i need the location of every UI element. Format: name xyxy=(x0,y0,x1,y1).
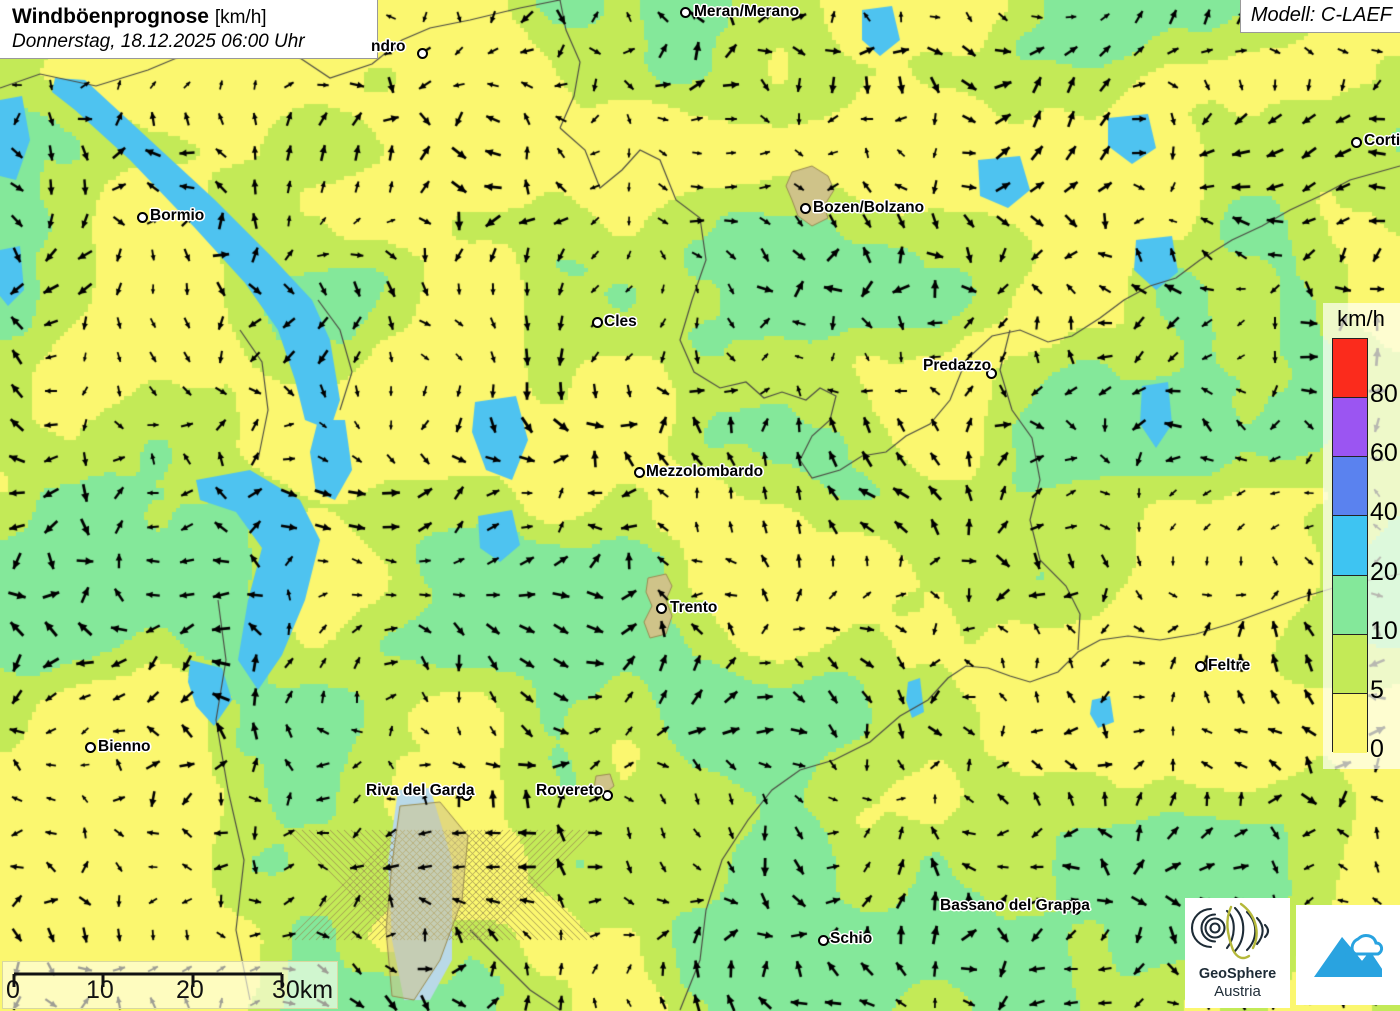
scale-bar-labels: 0 10 20 30km xyxy=(0,976,340,1008)
legend-band xyxy=(1333,398,1367,458)
city-label: Bormio xyxy=(150,207,205,224)
city-marker[interactable] xyxy=(1351,137,1362,148)
scale-tick-label: 20 xyxy=(176,976,204,1004)
city-marker[interactable] xyxy=(818,935,829,946)
model-box: Modell: C-LAEF xyxy=(1239,0,1400,33)
city-label: Meran/Merano xyxy=(694,3,800,20)
forecast-datetime: Donnerstag, 18.12.2025 06:00 Uhr xyxy=(12,31,305,52)
city-marker[interactable] xyxy=(137,212,148,223)
legend-tick-label: 60 xyxy=(1370,439,1398,468)
city-label: Feltre xyxy=(1208,657,1251,674)
geosphere-logo[interactable]: GeoSphere Austria xyxy=(1185,898,1290,1008)
city-marker[interactable] xyxy=(1070,904,1081,915)
geosphere-country: Austria xyxy=(1214,983,1261,1000)
title-box: Windböenprognose [km/h] Donnerstag, 18.1… xyxy=(0,0,378,59)
city-label: Bassano del Grappa xyxy=(940,897,1090,914)
geosphere-mark-icon xyxy=(1191,902,1270,960)
city-label: ndro xyxy=(371,38,406,55)
legend-color-bar[interactable] xyxy=(1332,338,1368,753)
city-marker[interactable] xyxy=(634,467,645,478)
legend-tick-label: 40 xyxy=(1370,498,1398,527)
scale-tick-label: 0 xyxy=(6,976,20,1004)
geosphere-name: GeoSphere xyxy=(1198,966,1277,982)
city-marker[interactable] xyxy=(85,742,96,753)
city-marker[interactable] xyxy=(656,603,667,614)
scale-tick-label: 10 xyxy=(86,976,114,1004)
city-marker[interactable] xyxy=(680,7,691,18)
city-label: Predazzo xyxy=(923,357,992,374)
legend-band xyxy=(1333,575,1367,635)
model-label: Modell: C-LAEF xyxy=(1250,4,1392,26)
legend-tick-label: 80 xyxy=(1370,380,1398,409)
city-marker[interactable] xyxy=(417,48,428,59)
city-marker[interactable] xyxy=(986,368,997,379)
title-text: Windböenprognose xyxy=(12,5,209,28)
city-label: Bienno xyxy=(98,738,151,755)
city-marker[interactable] xyxy=(1195,661,1206,672)
legend-tick-label: 5 xyxy=(1370,675,1384,704)
city-label: Cortina xyxy=(1364,132,1400,149)
city-label: Mezzolombardo xyxy=(646,463,764,480)
city-marker[interactable] xyxy=(461,790,472,801)
legend-tick-label: 20 xyxy=(1370,557,1398,586)
city-marker[interactable] xyxy=(602,790,613,801)
city-label: Riva del Garda xyxy=(366,782,475,799)
secondary-logo[interactable] xyxy=(1296,905,1400,1005)
scale-bar-graphic xyxy=(12,972,284,987)
city-marker[interactable] xyxy=(800,203,811,214)
legend-band xyxy=(1333,634,1367,694)
title-unit: [km/h] xyxy=(214,7,267,28)
city-label: Cles xyxy=(604,313,637,330)
legend-band xyxy=(1333,516,1367,576)
city-label: Trento xyxy=(670,599,718,616)
mountain-cloud-icon xyxy=(1314,934,1384,977)
legend-unit-label: km/h xyxy=(1337,306,1385,331)
city-marker[interactable] xyxy=(592,317,603,328)
page-title: Windböenprognose [km/h] xyxy=(12,4,367,30)
legend-band xyxy=(1333,693,1367,753)
city-label: Rovereto xyxy=(536,782,604,799)
city-label: Schio xyxy=(830,930,873,947)
scale-tick-label: 30km xyxy=(272,976,334,1004)
legend-tick-label: 10 xyxy=(1370,616,1398,645)
city-label: Bozen/Bolzano xyxy=(813,199,925,216)
legend-band xyxy=(1333,339,1367,399)
legend-band xyxy=(1333,457,1367,517)
legend-tick-label: 0 xyxy=(1370,735,1384,763)
